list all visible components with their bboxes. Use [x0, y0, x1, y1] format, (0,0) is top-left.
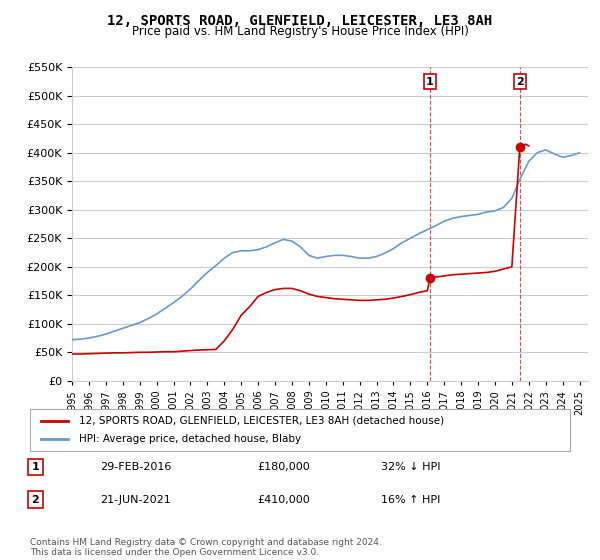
- Text: 2: 2: [32, 495, 39, 505]
- Text: 32% ↓ HPI: 32% ↓ HPI: [381, 462, 440, 472]
- Text: 16% ↑ HPI: 16% ↑ HPI: [381, 495, 440, 505]
- Text: 1: 1: [426, 77, 434, 87]
- Text: Price paid vs. HM Land Registry's House Price Index (HPI): Price paid vs. HM Land Registry's House …: [131, 25, 469, 38]
- Text: 21-JUN-2021: 21-JUN-2021: [100, 495, 171, 505]
- Text: 29-FEB-2016: 29-FEB-2016: [100, 462, 172, 472]
- Text: £180,000: £180,000: [257, 462, 310, 472]
- Text: 12, SPORTS ROAD, GLENFIELD, LEICESTER, LE3 8AH: 12, SPORTS ROAD, GLENFIELD, LEICESTER, L…: [107, 14, 493, 28]
- Text: 12, SPORTS ROAD, GLENFIELD, LEICESTER, LE3 8AH (detached house): 12, SPORTS ROAD, GLENFIELD, LEICESTER, L…: [79, 416, 444, 426]
- Text: 2: 2: [516, 77, 524, 87]
- Text: HPI: Average price, detached house, Blaby: HPI: Average price, detached house, Blab…: [79, 434, 301, 444]
- Text: 1: 1: [32, 462, 39, 472]
- Text: £410,000: £410,000: [257, 495, 310, 505]
- Text: Contains HM Land Registry data © Crown copyright and database right 2024.
This d: Contains HM Land Registry data © Crown c…: [30, 538, 382, 557]
